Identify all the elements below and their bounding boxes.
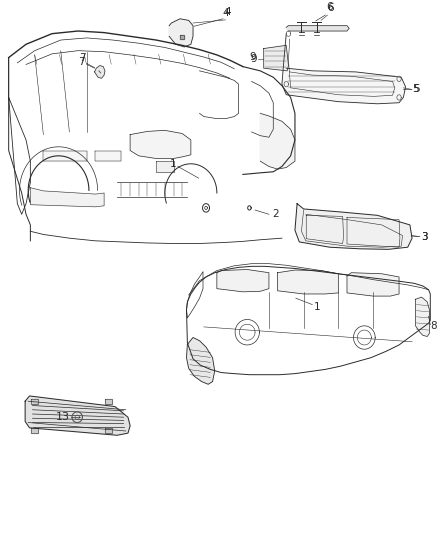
Polygon shape — [169, 19, 193, 47]
Text: 7: 7 — [79, 53, 86, 63]
Text: 1: 1 — [314, 302, 321, 312]
Polygon shape — [95, 66, 105, 78]
Polygon shape — [260, 114, 295, 169]
Polygon shape — [130, 131, 191, 158]
Polygon shape — [95, 150, 121, 161]
Text: 6: 6 — [326, 3, 333, 12]
Polygon shape — [31, 399, 38, 405]
Polygon shape — [43, 150, 87, 161]
Text: 2: 2 — [272, 209, 279, 219]
Polygon shape — [217, 270, 269, 292]
Text: 3: 3 — [421, 231, 427, 241]
Polygon shape — [25, 396, 130, 435]
Polygon shape — [278, 270, 338, 294]
Text: 7: 7 — [78, 58, 85, 67]
Polygon shape — [416, 297, 429, 336]
Text: 3: 3 — [421, 231, 427, 241]
Polygon shape — [156, 161, 173, 172]
Polygon shape — [31, 429, 38, 433]
Text: 6: 6 — [328, 4, 334, 13]
Polygon shape — [282, 34, 406, 104]
Polygon shape — [187, 337, 215, 384]
Polygon shape — [286, 26, 349, 31]
Text: 9: 9 — [249, 52, 256, 61]
Text: 1: 1 — [170, 159, 177, 169]
Text: 8: 8 — [431, 321, 437, 331]
Polygon shape — [30, 188, 104, 207]
Text: 4: 4 — [222, 7, 229, 18]
Polygon shape — [105, 399, 112, 405]
Text: 9: 9 — [250, 54, 257, 63]
Text: 4: 4 — [224, 7, 231, 17]
Text: 5: 5 — [412, 84, 419, 94]
Polygon shape — [180, 35, 184, 39]
Polygon shape — [295, 204, 412, 249]
Text: 13: 13 — [55, 412, 69, 422]
Polygon shape — [264, 45, 289, 71]
Polygon shape — [347, 273, 399, 296]
Text: 5: 5 — [413, 84, 420, 94]
Polygon shape — [105, 429, 112, 433]
